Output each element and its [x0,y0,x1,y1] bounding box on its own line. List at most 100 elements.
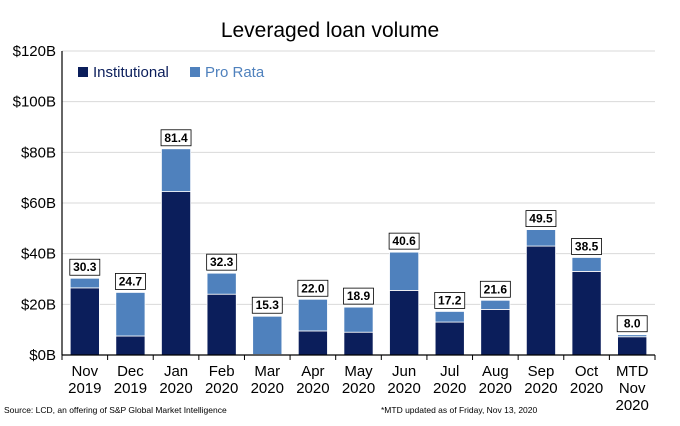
x-tick-label: 2020 [616,397,649,414]
total-label-text: 30.3 [73,260,97,274]
total-label-text: 15.3 [256,298,280,312]
bar-segment-institutional [343,331,374,356]
y-tick-label: $60B [21,195,56,212]
bar-segment-pro-rata [161,148,192,192]
total-label-text: 32.3 [210,255,234,269]
bar-segment-institutional [206,293,237,356]
bar-segment-pro-rata [343,306,374,333]
total-label-box [571,238,602,255]
bar-segment-institutional [297,330,328,356]
bar-segment-institutional [115,335,146,356]
bar-segment-pro-rata [525,229,556,247]
x-tick-label: 2020 [342,380,375,397]
x-tick-label: 2020 [524,380,557,397]
x-tick-label: Jul [440,363,459,380]
total-label-box [251,296,283,314]
legend-label-institutional: Institutional [93,64,169,81]
legend: Institutional Pro Rata [78,64,265,81]
total-label-text: 22.0 [301,281,325,295]
y-tick-label: $20B [21,296,56,313]
bar-segment-pro-rata [115,292,146,337]
total-label: 22.0 [297,279,329,297]
bar-segment-institutional [571,270,602,356]
total-label: 15.3 [251,296,283,314]
total-label: 21.6 [479,280,511,298]
bar-segment-pro-rata [206,272,237,295]
x-axis-tick-labels: Nov2019Dec2019Jan2020Feb2020Mar2020Apr20… [61,355,656,414]
y-tick-label: $0B [29,347,56,364]
total-label-box [479,280,511,298]
total-label-text: 8.0 [624,317,641,331]
bar-segment-pro-rata [480,299,511,310]
total-label-text: 49.5 [529,212,553,226]
total-label-text: 21.6 [484,282,508,296]
total-label: 49.5 [525,210,557,228]
total-label-box [206,253,238,271]
total-label-box [434,292,466,309]
x-tick-label: 2020 [570,380,603,397]
bar-segment-pro-rata [617,334,648,338]
bar-segment-institutional [525,245,556,356]
bar-segment-institutional [480,308,511,356]
bar-segment-institutional [434,321,465,356]
total-label-text: 81.4 [164,131,188,145]
total-label-box [69,258,101,276]
bar-segment-institutional [161,191,192,356]
total-label-text: 18.9 [347,289,371,303]
total-label-box [388,232,420,250]
total-label-box [343,287,374,305]
bar-segment-pro-rata [252,315,283,355]
y-axis-tick-labels: $0B $20B $40B $60B $80B $100B $120B [13,43,56,364]
x-tick-label: 2020 [251,380,284,397]
x-tick-label: 2020 [205,380,238,397]
bar-segment-pro-rata [571,257,602,272]
total-label-text: 40.6 [392,234,416,248]
x-tick-label: Nov [619,380,646,397]
bar-segment-institutional [389,289,420,356]
total-label-box [525,210,557,228]
x-tick-label: Sep [528,363,555,380]
total-label-box [160,129,192,147]
source-note: Source: LCD, an offering of S&P Global M… [4,405,227,415]
total-label-box [297,279,329,297]
y-tick-label: $80B [21,144,56,161]
legend-swatch-institutional [78,67,88,77]
bar-segment-pro-rata [69,277,100,289]
bar-segment-institutional [617,336,648,356]
x-tick-label: Nov [71,363,98,380]
total-label: 18.9 [343,287,374,305]
x-tick-label: May [344,363,373,380]
x-tick-label: Oct [575,363,599,380]
legend-swatch-pro-rata [190,67,200,77]
total-label: 24.7 [115,273,146,290]
total-label: 17.2 [434,292,466,309]
bars [69,148,648,356]
total-label: 38.5 [571,238,602,255]
x-tick-label: Aug [482,363,509,380]
x-tick-label: MTD [616,363,649,380]
total-label: 8.0 [616,315,648,333]
x-tick-label: 2020 [433,380,466,397]
y-tick-label: $100B [13,94,56,111]
total-label-text: 38.5 [575,239,599,253]
x-tick-label: 2020 [159,380,192,397]
x-tick-label: 2020 [296,380,329,397]
x-tick-label: Dec [117,363,144,380]
y-tick-label: $120B [13,43,56,60]
total-data-labels: 30.3 24.7 81.4 32.3 15.3 22.0 18.9 40.6 17.2 21.6… [69,129,648,333]
total-label-box [616,315,648,333]
x-tick-label: 2019 [114,380,147,397]
bar-segment-pro-rata [389,251,420,291]
bar-segment-pro-rata [297,298,328,332]
x-tick-label: 2020 [479,380,512,397]
x-tick-label: Feb [209,363,235,380]
x-tick-label: Jun [392,363,416,380]
chart-title: Leveraged loan volume [221,19,439,42]
legend-label-pro-rata: Pro Rata [205,64,265,81]
x-tick-label: Apr [301,363,324,380]
x-tick-label: Mar [254,363,280,380]
total-label-text: 17.2 [438,293,462,307]
total-label: 81.4 [160,129,192,147]
total-label: 32.3 [206,253,238,271]
